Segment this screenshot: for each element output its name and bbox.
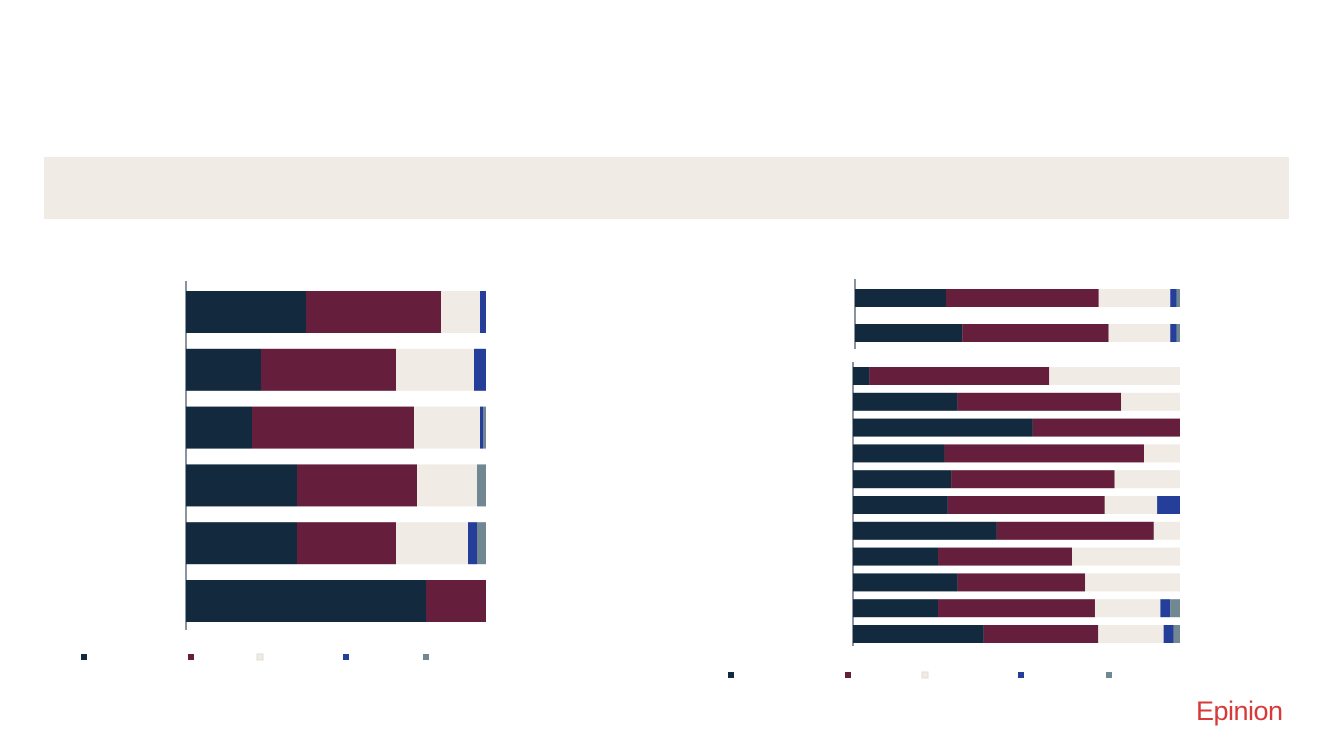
chart1-bar-0-seg-3 bbox=[480, 291, 486, 333]
brand-logo: Epinion bbox=[1196, 696, 1283, 726]
chart2-bottom-bar-0-seg-0 bbox=[853, 367, 870, 385]
chart2-legend-swatch-3 bbox=[1018, 672, 1024, 678]
chart2-bottom-bar-5-seg-1 bbox=[947, 496, 1105, 514]
chart1-bar-4-seg-4 bbox=[477, 522, 486, 565]
chart2-bottom-bar-9-seg-0 bbox=[853, 599, 939, 618]
chart2-bottom-bar-4-seg-1 bbox=[951, 470, 1115, 489]
chart1-bar-3-seg-2 bbox=[417, 464, 477, 507]
chart2-top-bar-1-seg-3 bbox=[1170, 324, 1177, 342]
chart2-bottom-bar-6-seg-0 bbox=[853, 521, 997, 540]
chart2-bottom-bar-10-seg-4 bbox=[1173, 625, 1180, 643]
chart2-bottom-bar-10-seg-3 bbox=[1163, 625, 1174, 643]
chart2-bottom-bar-7-seg-2 bbox=[1072, 547, 1180, 566]
chart1-bar-1-seg-0 bbox=[186, 348, 261, 391]
chart1-bar-2-seg-1 bbox=[252, 406, 414, 449]
chart2-top-bar-0-seg-4 bbox=[1176, 289, 1180, 307]
chart2-bottom-bar-1-seg-1 bbox=[957, 392, 1122, 411]
chart1-legend-swatch-1 bbox=[188, 654, 194, 660]
chart2-bottom-bar-7-seg-1 bbox=[938, 547, 1073, 566]
chart2-bottom-bar-5-seg-2 bbox=[1104, 496, 1158, 514]
chart2-bottom-bar-2-seg-0 bbox=[853, 418, 1033, 437]
chart2-bottom-bar-4-seg-2 bbox=[1114, 470, 1180, 489]
chart1-bar-4-seg-2 bbox=[396, 522, 468, 565]
chart1-bar-1-seg-3 bbox=[474, 348, 486, 391]
chart2-top-bar-0-seg-2 bbox=[1098, 289, 1171, 307]
chart1-legend-swatch-4 bbox=[423, 654, 429, 660]
chart1-bar-4-seg-3 bbox=[468, 522, 477, 565]
chart2-top-bar-0-seg-1 bbox=[946, 289, 1099, 307]
chart1-bar-0-seg-0 bbox=[186, 291, 306, 333]
chart2-bottom-bar-3-seg-0 bbox=[853, 444, 945, 463]
chart2-bottom-bar-8-seg-0 bbox=[853, 573, 958, 592]
chart2-top-bar-0-seg-3 bbox=[1170, 289, 1177, 307]
chart1-bar-2-seg-0 bbox=[186, 406, 252, 449]
chart2-bottom-bar-3-seg-1 bbox=[944, 444, 1145, 463]
chart2-top-bar-1-seg-4 bbox=[1176, 324, 1180, 342]
chart1-legend-swatch-0 bbox=[81, 654, 87, 660]
chart1-bar-3-seg-4 bbox=[477, 464, 486, 507]
chart2-top-bar-1-seg-1 bbox=[962, 324, 1109, 342]
chart1-bar-1-seg-1 bbox=[261, 348, 396, 391]
chart2-bottom-bar-8-seg-1 bbox=[957, 573, 1086, 592]
chart1-bar-5-seg-1 bbox=[426, 580, 486, 622]
chart2-top-bar-1-seg-2 bbox=[1108, 324, 1171, 342]
chart2-legend-swatch-4 bbox=[1106, 672, 1112, 678]
chart1-bar-0-seg-1 bbox=[306, 291, 441, 333]
chart2-bottom-bar-10-seg-2 bbox=[1098, 625, 1164, 643]
chart2-bottom-bar-9-seg-3 bbox=[1160, 599, 1171, 618]
banner bbox=[44, 157, 1289, 219]
chart2-legend-swatch-2 bbox=[921, 671, 929, 679]
chart1-bar-2-seg-4 bbox=[483, 406, 486, 449]
chart2-bottom-bar-6-seg-1 bbox=[996, 521, 1154, 540]
chart1-bar-4-seg-0 bbox=[186, 522, 297, 565]
chart1-bar-0-seg-2 bbox=[441, 291, 480, 333]
chart1-bar-2-seg-2 bbox=[414, 406, 480, 449]
chart1-legend-swatch-3 bbox=[343, 654, 349, 660]
chart2-bottom-bar-2-seg-1 bbox=[1032, 418, 1180, 437]
chart2-bottom-bar-1-seg-2 bbox=[1121, 392, 1180, 411]
chart2-legend-swatch-1 bbox=[845, 672, 851, 678]
chart2-bottom-bar-0-seg-2 bbox=[1049, 367, 1180, 385]
chart2-bottom-bar-9-seg-4 bbox=[1170, 599, 1180, 618]
chart1-bar-3-seg-1 bbox=[297, 464, 417, 507]
chart1-bar-5-seg-0 bbox=[186, 580, 426, 622]
chart2-top-bar-0-seg-0 bbox=[855, 289, 946, 307]
chart2-bottom-bar-5-seg-0 bbox=[853, 496, 948, 514]
chart2-bottom-bar-1-seg-0 bbox=[853, 392, 958, 411]
chart2-bottom-bar-4-seg-0 bbox=[853, 470, 952, 489]
chart2-bottom-bar-9-seg-2 bbox=[1094, 599, 1161, 618]
chart2-top-bar-1-seg-0 bbox=[855, 324, 963, 342]
chart2-bottom-bar-6-seg-2 bbox=[1153, 521, 1180, 540]
chart1-legend-swatch-2 bbox=[256, 653, 264, 661]
chart2-bottom-bar-8-seg-2 bbox=[1085, 573, 1180, 592]
chart1-bar-3-seg-0 bbox=[186, 464, 297, 507]
chart2-bottom-bar-0-seg-1 bbox=[869, 367, 1050, 385]
chart2-bottom-bar-10-seg-0 bbox=[853, 625, 984, 643]
chart2-bottom-bar-9-seg-1 bbox=[938, 599, 1095, 618]
chart2-legend-swatch-0 bbox=[728, 672, 734, 678]
chart2-bottom-bar-7-seg-0 bbox=[853, 547, 939, 566]
chart2-bottom-bar-3-seg-2 bbox=[1144, 444, 1180, 463]
chart1-bar-4-seg-1 bbox=[297, 522, 396, 565]
chart2-bottom-bar-10-seg-1 bbox=[983, 625, 1099, 643]
chart1-bar-1-seg-2 bbox=[396, 348, 474, 391]
chart2-bottom-bar-5-seg-3 bbox=[1157, 496, 1180, 514]
chart1-bar-2-seg-3 bbox=[480, 406, 483, 449]
